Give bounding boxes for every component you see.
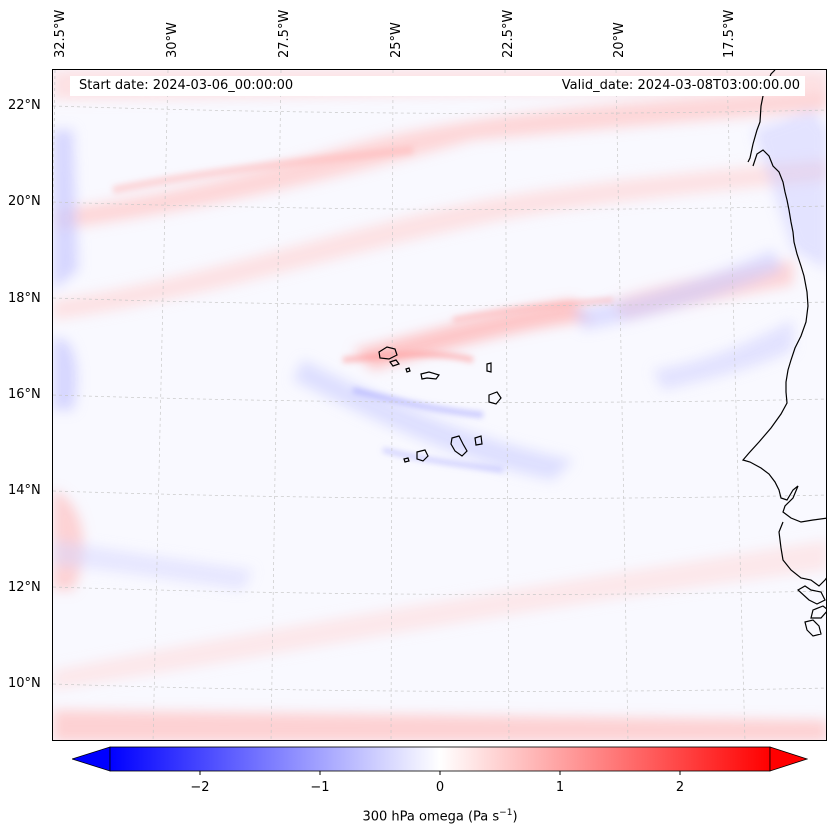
lon-label-22-5w: 22.5°W: [501, 9, 516, 58]
start-date-label: Start date: 2024-03-06_00:00:00: [79, 78, 294, 93]
lat-label-12n: 12°N: [8, 580, 41, 595]
island-fogo: [416, 449, 429, 462]
colorbar-label-exponent: −1: [499, 808, 513, 818]
lon-label-20w: 20°W: [612, 22, 627, 58]
colorbar-extend-max: [769, 746, 808, 772]
lat-label-20n: 20°N: [8, 194, 41, 209]
colorbar-extend-min: [72, 746, 111, 772]
graticule: [53, 70, 826, 740]
island-santo-antao: [378, 346, 398, 360]
lat-label-10n: 10°N: [8, 676, 41, 691]
valid-date-label: Valid_date: 2024-03-08T03:00:00.00: [561, 78, 800, 93]
colorbar-tick-label: 2: [675, 780, 685, 795]
lat-label-22n: 22°N: [8, 98, 41, 113]
lat-label-16n: 16°N: [8, 387, 41, 402]
lat-label-14n: 14°N: [8, 483, 41, 498]
colorbar-label: 300 hPa omega (Pa s−1): [0, 808, 837, 824]
colorbar-gradient: [109, 746, 771, 772]
lon-label-17-5w: 17.5°W: [722, 9, 737, 58]
lon-label-30w: 30°W: [165, 22, 180, 58]
colorbar-tick-label: −1: [310, 780, 330, 795]
lat-label-18n: 18°N: [8, 291, 41, 306]
island-maio: [474, 435, 483, 446]
colorbar: [72, 746, 808, 775]
colorbar-tick-label: −2: [190, 780, 210, 795]
lon-label-27-5w: 27.5°W: [277, 9, 292, 58]
lon-label-25w: 25°W: [389, 22, 404, 58]
lon-label-32-5w: 32.5°W: [53, 9, 68, 58]
island-sao-vicente: [389, 359, 400, 367]
omega-fine-structure: [112, 146, 614, 473]
cape-verde-islands: [378, 346, 502, 463]
omega-field-map: [53, 70, 826, 740]
colorbar-label-end: ): [512, 809, 518, 825]
colorbar-tick-label: 0: [435, 780, 445, 795]
africa-coastline: [741, 70, 826, 637]
colorbar-label-main: 300 hPa omega (Pa s: [362, 809, 500, 825]
island-santiago: [450, 435, 468, 457]
info-bar: [70, 76, 805, 96]
island-brava: [403, 457, 410, 463]
map-panel: [52, 69, 827, 741]
colorbar-ticks: [199, 771, 681, 775]
island-sal: [486, 362, 492, 373]
island-santa-luzia: [405, 367, 411, 373]
island-boa-vista: [488, 391, 502, 405]
colorbar-tick-label: 1: [555, 780, 565, 795]
island-sao-nicolau: [420, 371, 440, 380]
